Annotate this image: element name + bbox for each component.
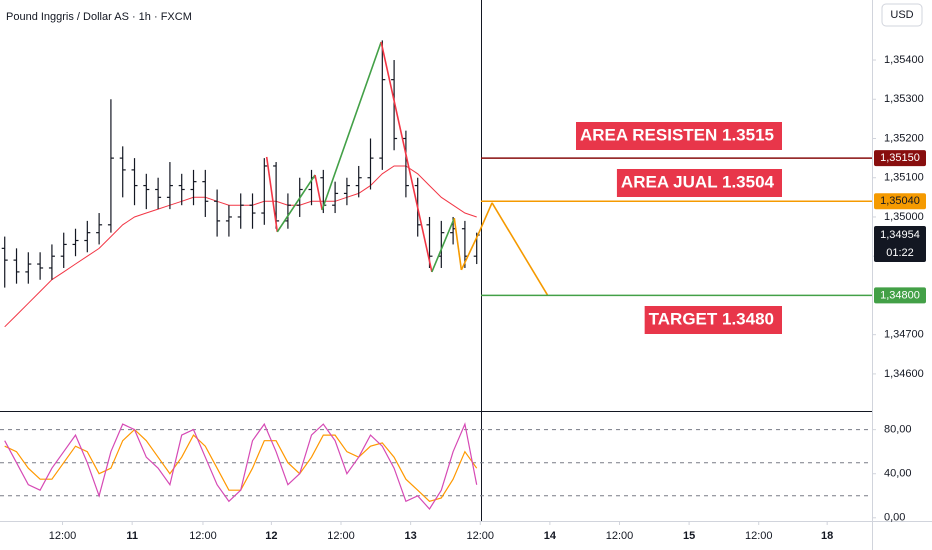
y-tick-label: 1,35000 [884,211,924,223]
x-tick-label: 11 [126,530,138,542]
currency-button[interactable] [881,3,923,27]
annotation-box [616,169,782,197]
ohlc-bar [84,220,91,253]
ohlc-bar [13,248,20,284]
osc-y-tick-label: 80,00 [884,424,912,436]
y-tick-label: 1,35100 [884,172,924,184]
price-tag [874,287,926,304]
annotation-box [644,306,782,334]
pattern-leg [265,156,279,232]
ohlc-bar [355,165,362,198]
ohlc-bar [143,173,150,210]
annotation: AREA RESISTEN 1.3515 [580,125,774,144]
annotation: AREA JUAL 1.3504 [621,172,775,191]
pattern-leg [491,202,549,296]
y-tick-label: 1,35400 [884,54,924,66]
x-tick-label: 12:00 [606,530,634,542]
ohlc-bar [343,177,350,206]
ohlc-bar [367,138,374,190]
pattern-leg [453,218,463,271]
ohlc-bar [72,228,79,257]
pattern-leg [380,41,433,273]
x-tick-label: 12:00 [745,530,773,542]
x-tick-label: 12:00 [466,530,494,542]
ohlc-bar [273,162,280,229]
x-tick-label: 12:00 [189,530,217,542]
ohlc-bar [131,158,138,206]
ohlc-bar [391,60,398,151]
price-tag [874,193,926,210]
ohlc-bar [107,99,114,233]
ohlc-bar [166,162,173,210]
x-tick-label: 18 [821,530,833,542]
x-tick-label: 12:00 [327,530,355,542]
x-tick-label: 15 [683,530,695,542]
annotation: TARGET 1.3480 [649,309,774,328]
pattern-leg [460,234,479,271]
ohlc-bar [225,205,232,237]
ohlc-bar [48,244,55,280]
x-tick-label: 12 [265,530,277,542]
osc-y-tick-label: 0,00 [884,512,905,524]
ohlc-bar [1,236,8,288]
ohlc-bar [96,213,103,245]
price-tag-label: 1,34800 [880,289,920,301]
pattern-leg [321,41,382,211]
ohlc-bar [402,130,409,198]
x-tick-label: 12:00 [49,530,77,542]
pattern-leg [314,174,323,211]
y-tick-label: 1,35300 [884,93,924,105]
currency[interactable]: USD [890,9,913,21]
pattern-leg [276,174,316,233]
oscillator-k [4,422,478,510]
ohlc-bar [332,181,339,214]
ohlc-bar [119,146,126,198]
y-tick-label: 1,35200 [884,132,924,144]
ohlc-bar [25,252,32,284]
y-tick-label: 1,34600 [884,368,924,380]
ohlc-bar [202,169,209,217]
chart-title: Pound Inggris / Dollar AS · 1h · FXCM [6,11,192,23]
ohlc-bar [60,232,67,268]
price-tag-label: 1,35150 [880,152,920,164]
ohlc-bar [261,158,268,225]
x-tick-label: 13 [405,530,417,542]
price-tag [874,150,926,167]
ohlc-bar [379,40,386,170]
ohlc-bar [249,193,256,229]
countdown: 01:22 [886,247,914,259]
x-tick-label: 14 [544,530,557,542]
ohlc-bar [37,252,44,280]
ohlc-bar [237,193,244,229]
annotation-box [576,122,782,150]
ohlc-bar [190,169,197,206]
y-tick-label: 1,34700 [884,329,924,341]
price-tag-label: 1,35040 [880,195,920,207]
current-price-tag [874,226,926,263]
ohlc-bar [214,189,221,237]
pattern-leg [431,217,456,273]
ohlc-bar [178,173,185,206]
pattern-leg [477,202,493,236]
ohlc-bar [155,177,162,210]
current-price: 1,34954 [880,229,920,241]
osc-y-tick-label: 40,00 [884,468,912,480]
